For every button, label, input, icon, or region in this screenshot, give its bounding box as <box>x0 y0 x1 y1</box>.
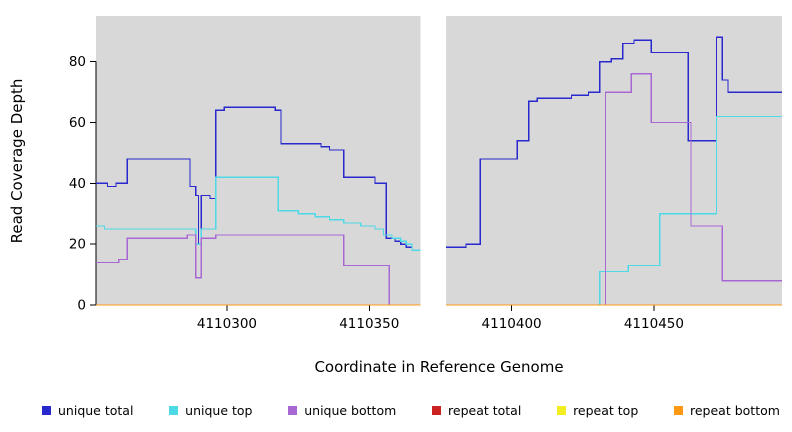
legend-item-unique-top: unique top <box>169 403 252 418</box>
series-unique-total <box>96 106 421 251</box>
legend-label: unique total <box>58 402 134 418</box>
legend-item-repeat-top: repeat top <box>557 403 638 418</box>
x-tick-label: 4110400 <box>482 316 542 332</box>
y-axis-title: Read Coverage Depth <box>8 79 26 244</box>
series-unique-bottom <box>96 234 421 306</box>
series-unique-top <box>446 115 782 306</box>
series-unique-top <box>96 176 421 251</box>
legend-label: repeat bottom <box>690 402 780 418</box>
y-tick-label: 80 <box>69 54 86 70</box>
y-tick-label: 40 <box>69 176 86 192</box>
legend-label: repeat total <box>448 402 522 418</box>
legend-item-repeat-total: repeat total <box>432 403 521 418</box>
legend-swatch-icon <box>288 405 298 415</box>
legend-swatch-icon <box>674 405 683 415</box>
legend-label: unique bottom <box>304 402 397 418</box>
series-unique-bottom <box>446 73 782 306</box>
legend-swatch-icon <box>557 405 567 415</box>
legend-label: repeat top <box>573 402 639 418</box>
legend: unique total unique top unique bottom repea… <box>42 398 780 422</box>
x-tick-label: 4110450 <box>624 316 684 332</box>
legend-item-unique-bottom: unique bottom <box>288 403 396 418</box>
y-tick-label: 0 <box>77 298 86 314</box>
y-tick-label: 60 <box>69 115 86 131</box>
legend-label: unique top <box>185 402 253 418</box>
no-data-gap <box>420 14 447 305</box>
legend-item-unique-total: unique total <box>42 403 133 418</box>
y-tick-label: 20 <box>69 237 86 253</box>
x-tick-label: 4110300 <box>197 316 257 332</box>
coverage-chart: 0 20 40 60 80 4110300 4110350 4110400 4110450 Co… <box>8 14 782 376</box>
legend-swatch-icon <box>432 405 442 415</box>
legend-swatch-icon <box>42 405 51 415</box>
plot-area: 0 20 40 60 80 4110300 4110350 4110400 4110450 <box>69 14 782 332</box>
x-axis-title: Coordinate in Reference Genome <box>314 358 563 376</box>
legend-item-repeat-bottom: repeat bottom <box>674 403 780 418</box>
legend-swatch-icon <box>169 405 179 415</box>
series-unique-total <box>446 36 782 248</box>
x-tick-label: 4110350 <box>339 316 399 332</box>
